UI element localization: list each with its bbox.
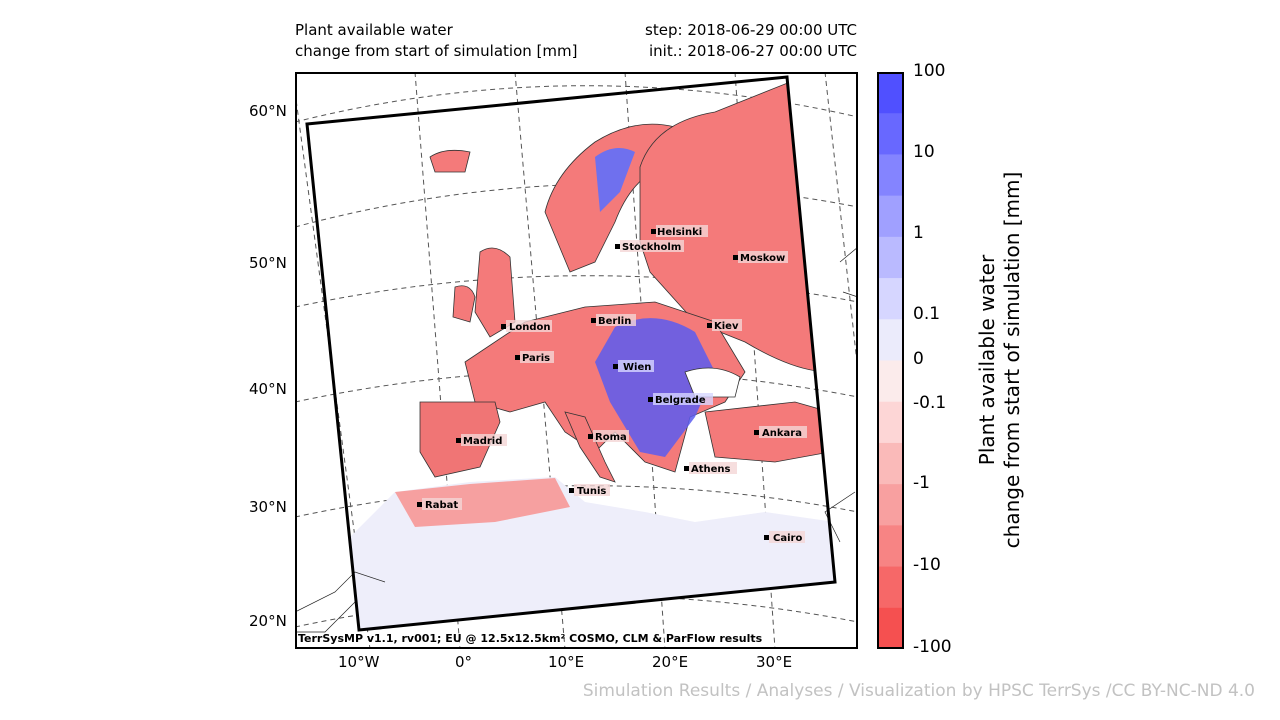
svg-text:London: London xyxy=(509,322,551,333)
colorbar-band xyxy=(877,484,904,526)
colorbar-band xyxy=(877,607,904,649)
svg-text:Tunis: Tunis xyxy=(577,486,606,497)
colorbar-band xyxy=(877,236,904,279)
city-moskow: Moskow xyxy=(733,251,788,264)
simulation-domain xyxy=(305,75,837,632)
colorbar-tick-label: -0.1 xyxy=(913,393,947,413)
colorbar-band xyxy=(877,525,904,568)
city-madrid: Madrid xyxy=(456,434,507,447)
colorbar-band xyxy=(877,113,904,155)
city-athens: Athens xyxy=(684,462,737,475)
city-cairo: Cairo xyxy=(764,531,805,544)
svg-text:Madrid: Madrid xyxy=(463,436,502,447)
colorbar-label-line-2: change from start of simulation [mm] xyxy=(1000,171,1024,549)
city-belgrade: Belgrade xyxy=(648,393,713,406)
colorbar-band xyxy=(877,360,904,403)
svg-text:Helsinki: Helsinki xyxy=(657,227,702,238)
lon-label-20e: 20°E xyxy=(652,653,689,671)
title-line-2: change from start of simulation [mm] xyxy=(295,42,578,60)
colorbar-band xyxy=(877,278,904,320)
map-panel: Helsinki Stockholm Moskow London Berlin … xyxy=(295,72,858,649)
colorbar-tick-label: 1 xyxy=(913,223,924,243)
colorbar-tick-label: -100 xyxy=(913,637,952,657)
init-time: init.: 2018-06-27 00:00 UTC xyxy=(649,42,857,60)
svg-text:Wien: Wien xyxy=(623,362,651,373)
colorbar-band xyxy=(877,72,904,114)
svg-text:Ankara: Ankara xyxy=(762,428,802,439)
colorbar-band xyxy=(877,442,904,485)
colorbar-tick-label: -1 xyxy=(913,473,930,493)
svg-text:Moskow: Moskow xyxy=(740,253,785,264)
colorbar-tick-label: 0.1 xyxy=(913,304,941,324)
city-paris: Paris xyxy=(515,351,554,364)
svg-text:Stockholm: Stockholm xyxy=(622,242,681,253)
colorbar-tick-label: 100 xyxy=(913,61,946,81)
svg-text:Athens: Athens xyxy=(691,464,731,475)
city-kiev: Kiev xyxy=(707,319,742,332)
city-tunis: Tunis xyxy=(569,484,610,497)
colorbar-band xyxy=(877,401,904,444)
city-helsinki: Helsinki xyxy=(651,225,708,238)
city-markers: Helsinki Stockholm Moskow London Berlin … xyxy=(417,225,807,544)
lat-label-30n: 30°N xyxy=(249,498,287,516)
colorbar-label: Plant available water change from start … xyxy=(975,172,1025,549)
svg-text:Belgrade: Belgrade xyxy=(655,395,706,406)
city-stockholm: Stockholm xyxy=(615,240,684,253)
svg-text:Cairo: Cairo xyxy=(773,533,802,544)
lon-label-10w: 10°W xyxy=(338,653,380,671)
svg-text:Rabat: Rabat xyxy=(425,500,458,511)
step-time: step: 2018-06-29 00:00 UTC xyxy=(645,21,857,39)
city-rabat: Rabat xyxy=(417,498,462,511)
lon-label-10e: 10°E xyxy=(548,653,585,671)
city-berlin: Berlin xyxy=(591,314,636,327)
city-london: London xyxy=(501,320,552,333)
lat-label-60n: 60°N xyxy=(249,102,287,120)
colorbar-band xyxy=(877,154,904,197)
outside-borders xyxy=(295,246,858,633)
model-credit: TerrSysMP v1.1, rv001; EU @ 12.5x12.5km²… xyxy=(298,632,763,645)
lat-label-50n: 50°N xyxy=(249,254,287,272)
colorbar-band xyxy=(877,319,904,361)
colorbar-tick-label: 10 xyxy=(913,142,935,162)
colorbar-band xyxy=(877,566,904,609)
colorbar xyxy=(877,72,904,649)
lat-label-20n: 20°N xyxy=(249,612,287,630)
colorbar-label-line-1: Plant available water xyxy=(975,254,999,466)
lon-label-0: 0° xyxy=(455,653,473,671)
colorbar-tick-label: -10 xyxy=(913,555,941,575)
lat-label-40n: 40°N xyxy=(249,380,287,398)
svg-text:Berlin: Berlin xyxy=(598,316,631,327)
lon-label-30e: 30°E xyxy=(756,653,793,671)
city-roma: Roma xyxy=(588,430,629,443)
map-frame xyxy=(295,72,858,649)
svg-text:Kiev: Kiev xyxy=(714,321,739,332)
colorbar-band xyxy=(877,195,904,238)
title-line-1: Plant available water xyxy=(295,21,453,39)
colorbar-tick-label: 0 xyxy=(913,349,924,369)
footer-credit: Simulation Results / Analyses / Visualiz… xyxy=(582,681,1255,701)
svg-text:Roma: Roma xyxy=(595,432,627,443)
svg-text:Paris: Paris xyxy=(522,353,550,364)
city-ankara: Ankara xyxy=(754,426,807,439)
city-wien: Wien xyxy=(613,360,654,373)
